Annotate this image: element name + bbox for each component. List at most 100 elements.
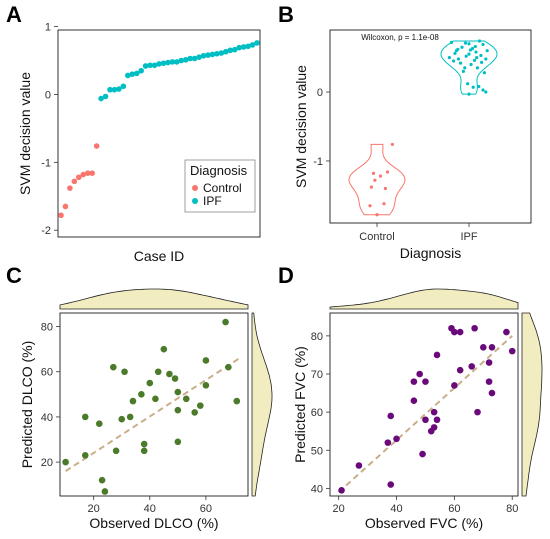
trend-line-c: [65, 357, 241, 472]
data-point-ipf: [191, 55, 198, 62]
marginal-density-top-d: [329, 288, 519, 310]
data-point: [384, 439, 392, 446]
data-point: [202, 357, 210, 364]
data-point-ipf: [240, 44, 247, 50]
violin-ipf: [440, 40, 498, 95]
data-point: [81, 452, 89, 459]
y-axis-label-d: Predicted FVC (%): [292, 346, 308, 463]
data-point: [140, 447, 148, 455]
c-xtick-label: 40: [144, 503, 156, 515]
c-ytick-label: 40: [41, 412, 53, 424]
data-point-ipf: [125, 72, 131, 79]
panel-a: A -2 -1 0 1 Case ID SVM decision value Diag…: [6, 2, 261, 264]
data-point-control: [369, 185, 373, 189]
data-point: [471, 324, 478, 332]
data-point: [393, 435, 400, 443]
data-point-ipf: [475, 55, 479, 60]
b-category-label: IPF: [460, 231, 477, 243]
panel-letter-b: B: [278, 2, 294, 27]
data-point: [160, 345, 168, 353]
data-point-control: [67, 185, 73, 191]
data-point-ipf: [231, 46, 238, 53]
data-point-ipf: [174, 59, 180, 65]
data-point-ipf: [227, 47, 234, 54]
a-ytick-label: -2: [41, 225, 51, 237]
data-point-ipf: [473, 44, 477, 49]
data-point-ipf: [116, 86, 122, 92]
data-point-ipf: [111, 86, 118, 93]
c-xtick-label: 60: [200, 503, 212, 515]
x-axis-label-c: Observed DLCO (%): [89, 515, 218, 531]
data-point: [416, 370, 423, 378]
data-point-ipf: [182, 57, 189, 63]
legend-marker-control: [192, 185, 198, 191]
d-ytick-label: 80: [311, 331, 323, 343]
data-point-control: [368, 204, 372, 208]
data-point-control: [76, 174, 82, 181]
data-point-ipf: [196, 54, 202, 60]
c-xtick-label: 20: [88, 503, 100, 515]
data-point: [433, 416, 441, 424]
data-point-ipf: [98, 95, 104, 102]
data-point-ipf: [484, 57, 488, 61]
data-point: [81, 413, 89, 421]
data-point-control: [385, 170, 390, 174]
data-point-ipf: [473, 58, 477, 62]
c-ytick-label: 60: [41, 367, 53, 379]
data-point: [451, 382, 458, 389]
x-axis-label-b: Diagnosis: [400, 245, 461, 261]
data-point-ipf: [459, 61, 463, 65]
data-point-ipf: [107, 86, 113, 93]
data-point: [488, 344, 496, 351]
panel-letter-a: A: [6, 2, 22, 27]
axis-ticks-b: -1 0 Control IPF: [313, 87, 478, 243]
data-point-ipf: [120, 83, 127, 90]
legend-marker-ipf: [192, 198, 198, 204]
axis-ticks-d: 20 40 60 80 40 50 60 70 80: [311, 331, 519, 515]
data-point: [422, 378, 429, 385]
data-point: [485, 359, 493, 366]
data-point-ipf: [129, 71, 136, 77]
data-point: [191, 409, 198, 416]
data-point-control: [93, 143, 100, 149]
data-point-ipf: [467, 52, 471, 56]
data-point-ipf: [147, 62, 153, 69]
data-point-ipf: [160, 60, 167, 67]
data-point: [174, 406, 182, 414]
data-point-ipf: [169, 59, 176, 65]
violins-b: [348, 40, 498, 216]
data-point-ipf: [254, 40, 260, 46]
y-axis-label-c: Predicted DLCO (%): [19, 341, 35, 469]
data-point-ipf: [466, 82, 470, 86]
data-point: [387, 412, 395, 420]
data-point-ipf: [453, 51, 457, 56]
data-point: [121, 368, 128, 376]
data-point-ipf: [474, 50, 478, 54]
data-point-ipf: [249, 42, 256, 48]
plot-frame-b: [329, 29, 532, 224]
data-point: [225, 363, 232, 371]
panel-letter-d: D: [278, 263, 294, 288]
legend-label-ipf: IPF: [203, 194, 222, 208]
data-point-ipf: [461, 69, 465, 73]
data-point: [474, 408, 481, 416]
data-point-control: [390, 142, 394, 147]
data-point-ipf: [218, 50, 225, 56]
data-point: [174, 438, 182, 446]
data-point-ipf: [482, 71, 486, 75]
data-point-control: [378, 174, 383, 178]
data-point: [166, 370, 173, 378]
plot-frame-c: [59, 312, 249, 497]
data-point-ipf: [456, 47, 460, 51]
data-point: [146, 379, 154, 387]
data-point-ipf: [475, 66, 479, 70]
panel-d: D 20 40 60 80 40 50 60 70 80 Observed FVC (%) Pr…: [278, 263, 543, 531]
data-point: [222, 318, 229, 326]
data-point-ipf: [477, 84, 481, 89]
data-point-ipf: [245, 43, 251, 50]
data-point: [433, 351, 441, 359]
violin-control: [348, 143, 406, 216]
marginal-density-right-c: [251, 312, 273, 497]
data-point-ipf: [223, 48, 229, 55]
c-ytick-label: 20: [41, 457, 53, 469]
